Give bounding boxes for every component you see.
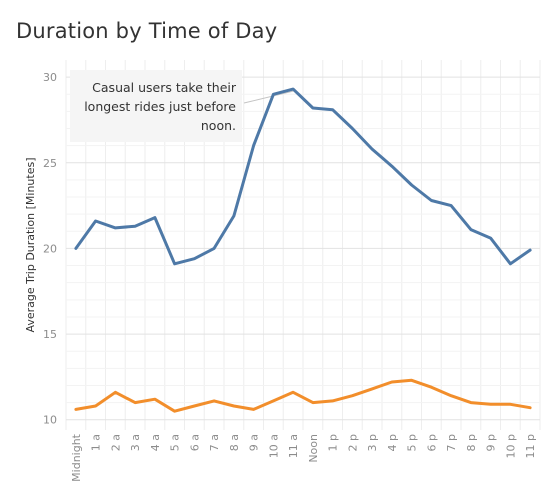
- x-tick-label: 5 p: [406, 434, 419, 451]
- data-point: [212, 247, 216, 250]
- data-point: [509, 403, 512, 406]
- data-point: [173, 262, 176, 266]
- x-tick-label: 1 a: [90, 434, 103, 451]
- data-point: [252, 408, 255, 411]
- x-tick-label: 6 p: [425, 434, 438, 451]
- annotation-text: longest rides just before: [84, 99, 236, 114]
- data-point: [153, 397, 157, 401]
- data-point: [370, 147, 374, 151]
- data-point: [410, 183, 413, 187]
- data-point: [173, 409, 176, 413]
- data-point: [410, 379, 413, 382]
- data-point: [311, 401, 315, 404]
- data-point: [232, 404, 236, 408]
- y-tick-label: 30: [43, 71, 57, 84]
- x-tick-label: Noon: [307, 434, 320, 463]
- x-tick-label: 8 p: [465, 434, 478, 451]
- data-point: [94, 404, 97, 408]
- data-point: [469, 401, 473, 404]
- x-tick-label: 8 a: [228, 434, 241, 451]
- data-point: [430, 385, 433, 389]
- data-point: [311, 106, 315, 110]
- data-point: [331, 399, 334, 403]
- data-point: [351, 394, 354, 397]
- data-point: [193, 257, 196, 260]
- data-point: [291, 87, 295, 91]
- data-point: [153, 216, 157, 219]
- data-point: [74, 408, 78, 411]
- data-point: [528, 248, 532, 252]
- data-point: [252, 144, 255, 147]
- y-tick-label: 20: [43, 242, 57, 255]
- x-tick-label: 11 p: [524, 434, 537, 458]
- y-axis-label: Average Trip Duration [Minutes]: [24, 158, 37, 333]
- data-point: [272, 93, 275, 96]
- annotation-box: [70, 70, 242, 142]
- data-point: [390, 165, 394, 168]
- y-tick-label: 25: [43, 157, 57, 170]
- y-tick-label: 15: [43, 328, 57, 341]
- data-point: [489, 403, 492, 406]
- series-line-2: [74, 378, 532, 413]
- data-point: [114, 226, 117, 230]
- data-point: [291, 391, 295, 394]
- x-tick-label: 4 a: [149, 434, 162, 451]
- data-point: [193, 404, 196, 408]
- data-point: [430, 199, 433, 202]
- x-tick-label: 3 p: [366, 434, 379, 451]
- x-tick-label: 10 a: [267, 434, 280, 458]
- x-tick-label: 1 p: [327, 434, 340, 451]
- data-point: [469, 228, 473, 231]
- x-tick-label: Midnight: [70, 433, 83, 482]
- annotation-text: noon.: [201, 118, 236, 133]
- data-point: [528, 406, 532, 409]
- annotation-connector: [243, 90, 294, 104]
- data-point: [232, 214, 236, 218]
- data-point: [272, 399, 275, 403]
- annotation: Casual users take their longest rides jus…: [70, 70, 294, 142]
- x-tick-label: 5 a: [169, 434, 182, 451]
- data-point: [489, 236, 492, 240]
- x-tick-label: 11 a: [287, 434, 300, 458]
- x-tick-label: 9 a: [248, 434, 261, 451]
- data-point: [133, 401, 137, 404]
- data-point: [133, 224, 137, 228]
- axes: 10 15 20 25 30 Average Trip Duration [Minutes…: [24, 71, 537, 482]
- x-tick-label: 6 a: [188, 434, 201, 451]
- series-line-1: [74, 87, 532, 266]
- x-tick-label: 7 a: [208, 434, 221, 451]
- data-point: [370, 387, 374, 391]
- x-tick-label: 2 p: [346, 434, 359, 451]
- x-tick-label: 9 p: [485, 434, 498, 451]
- x-tick-label: 3 a: [129, 434, 142, 451]
- data-point: [449, 204, 453, 207]
- chart-title: Duration by Time of Day: [16, 19, 278, 43]
- data-point: [94, 219, 97, 223]
- x-tick-label: 4 p: [386, 434, 399, 451]
- data-point: [390, 380, 394, 384]
- series-lines: [74, 87, 532, 413]
- data-point: [212, 399, 216, 403]
- x-tick-label: 10 p: [504, 434, 517, 458]
- x-tick-label: 2 a: [109, 434, 122, 451]
- annotation-text: Casual users take their: [92, 80, 237, 95]
- data-point: [449, 394, 453, 397]
- data-point: [331, 108, 334, 111]
- data-point: [74, 247, 78, 250]
- data-point: [114, 391, 117, 394]
- data-point: [509, 262, 512, 266]
- x-tick-label: 7 p: [445, 434, 458, 451]
- data-point: [351, 127, 354, 130]
- y-tick-label: 10: [43, 414, 57, 427]
